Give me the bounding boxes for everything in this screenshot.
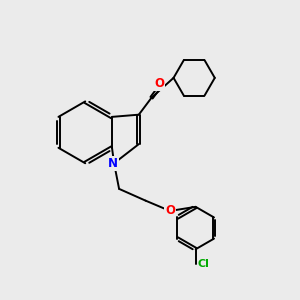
Text: O: O bbox=[165, 205, 175, 218]
Text: O: O bbox=[154, 77, 164, 91]
Text: N: N bbox=[108, 157, 118, 170]
Text: Cl: Cl bbox=[198, 259, 210, 269]
